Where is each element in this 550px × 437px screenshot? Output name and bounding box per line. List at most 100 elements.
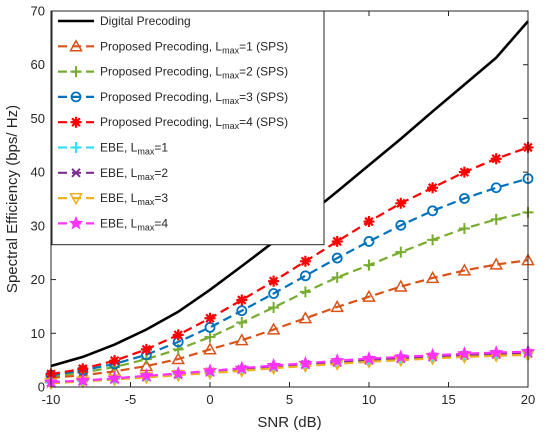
series-2-point-15 (489, 257, 503, 270)
series-2-point-8 (266, 322, 281, 335)
series-5-point-13 (427, 182, 439, 194)
legend-label-1: Digital Precoding (100, 14, 191, 28)
series-9-point-12 (393, 349, 409, 364)
y-axis-label: Spectral Efficiency (bps/ Hz) (4, 105, 21, 293)
series-2-point-12 (394, 279, 408, 292)
legend-marker-3 (70, 66, 82, 78)
legend-box (51, 10, 325, 246)
legend-label-7: EBE, Lmax=2 (100, 166, 168, 182)
legend-entry-1: Digital Precoding (58, 14, 191, 28)
series-9 (43, 343, 536, 389)
legend-entry-8: EBE, Lmax=3 (58, 191, 168, 207)
series-4-point-10 (331, 252, 343, 264)
series-4-point-6 (204, 321, 216, 333)
legend-entry-3: Proposed Precoding, Lmax=2 (SPS) (58, 65, 288, 81)
series-9-point-5 (170, 365, 186, 380)
series-5-point-15 (490, 153, 502, 165)
legend-label-9: EBE, Lmax=4 (100, 216, 168, 232)
series-3 (45, 206, 534, 382)
axis-ticks: -10 -5 0 5 10 15 20 0 10 20 30 40 50 60 70 (31, 4, 536, 408)
series-2-point-10 (330, 299, 344, 313)
series-9-line (50, 350, 529, 384)
series-4-point-15 (490, 182, 502, 194)
y-tick-label: 50 (31, 111, 45, 126)
series-5-point-9 (299, 255, 311, 267)
y-tick-label: 10 (31, 326, 45, 341)
y-tick-label: 20 (31, 272, 45, 287)
y-tick-label: 30 (31, 218, 45, 233)
series-3-point-8 (268, 302, 280, 314)
series-7-line (50, 352, 529, 384)
series-2-point-5 (171, 352, 185, 365)
legend-entry-9: EBE, Lmax=4 (58, 215, 168, 232)
series-5-point-14 (458, 166, 470, 178)
x-tick-label: 10 (362, 392, 376, 407)
series-5-point-5 (172, 329, 184, 341)
legend-marker-2 (69, 39, 83, 52)
series-4 (45, 173, 534, 381)
legend: Digital Precoding Proposed Precoding, Lma… (51, 10, 325, 246)
legend-entry-5: Proposed Precoding, Lmax=4 (SPS) (58, 115, 288, 131)
series-9-point-10 (329, 353, 345, 367)
legend-marker-6 (70, 142, 82, 153)
legend-marker-9 (68, 215, 84, 230)
series-5-point-10 (331, 235, 343, 247)
legend-label-2: Proposed Precoding, Lmax=1 (SPS) (100, 39, 288, 55)
legend-marker-5 (70, 116, 82, 128)
legend-entry-6: EBE, Lmax=1 (58, 141, 168, 157)
legend-marker-7 (71, 168, 81, 178)
series-9-point-7 (234, 360, 250, 375)
series-9-point-3 (107, 370, 122, 385)
series-3-point-11 (363, 259, 375, 271)
series-4-point-13 (427, 205, 439, 217)
legend-label-8: EBE, Lmax=3 (100, 191, 168, 207)
series-layer (43, 20, 536, 391)
x-tick-label: -5 (125, 392, 137, 407)
series-3-line (50, 211, 529, 378)
x-axis-label: SNR (dB) (257, 414, 321, 431)
series-2-point-6 (203, 342, 217, 355)
series-4-point-9 (299, 270, 311, 282)
series-3-point-13 (427, 234, 439, 246)
series-3-point-14 (458, 223, 470, 235)
series-9-point-13 (425, 347, 440, 362)
x-tick-label: -10 (42, 392, 61, 407)
series-3-point-10 (331, 271, 343, 283)
series-2-point-9 (298, 311, 313, 324)
series-3-point-15 (490, 213, 502, 225)
series-2-point-13 (425, 270, 440, 284)
series-9-point-15 (488, 345, 504, 359)
series-8-line (50, 353, 529, 385)
legend-label-5: Proposed Precoding, Lmax=4 (SPS) (100, 115, 288, 131)
legend-marker-4 (70, 91, 82, 103)
series-5-point-12 (395, 197, 407, 209)
y-tick-label: 0 (38, 380, 45, 395)
series-3-point-6 (204, 331, 216, 343)
series-5-point-6 (204, 312, 216, 324)
series-2-point-7 (235, 333, 249, 346)
series-5-point-8 (268, 275, 280, 287)
series-5-point-4 (140, 343, 152, 355)
legend-label-6: EBE, Lmax=1 (100, 141, 168, 157)
series-4-point-14 (458, 193, 470, 204)
series-4-point-7 (236, 305, 248, 317)
series-9-point-11 (361, 350, 377, 365)
series-3-point-9 (299, 286, 311, 298)
y-tick-label: 40 (31, 165, 45, 180)
series-2-point-11 (362, 289, 376, 302)
legend-entry-4: Proposed Precoding, Lmax=3 (SPS) (58, 90, 288, 106)
series-4-point-11 (363, 236, 375, 247)
series-9-point-9 (298, 355, 313, 370)
series-5-point-3 (109, 355, 121, 367)
series-9-point-4 (139, 368, 154, 382)
series-5-point-2 (77, 363, 89, 375)
legend-label-3: Proposed Precoding, Lmax=2 (SPS) (100, 65, 288, 81)
series-9-point-14 (457, 346, 472, 360)
legend-marker-8 (69, 192, 83, 206)
series-9-point-6 (202, 363, 218, 378)
x-tick-label: 20 (521, 392, 535, 407)
series-4-point-12 (395, 219, 407, 231)
series-9-point-8 (266, 357, 281, 372)
legend-label-4: Proposed Precoding, Lmax=3 (SPS) (100, 90, 288, 106)
series-9-point-2 (75, 372, 91, 387)
